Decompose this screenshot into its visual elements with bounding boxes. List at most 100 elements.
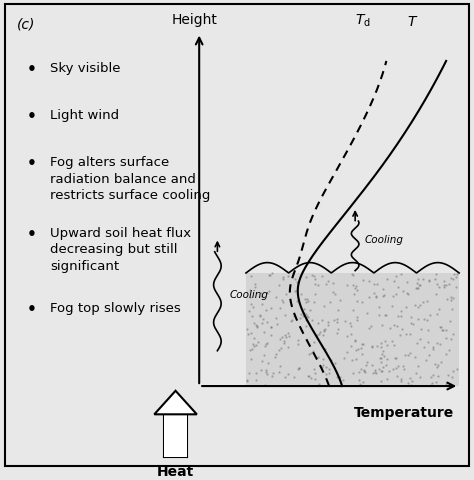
Point [244, 376, 251, 384]
Point [420, 343, 428, 351]
Point [447, 293, 455, 301]
Point [373, 293, 380, 300]
Point [426, 312, 434, 319]
Point [314, 320, 322, 327]
Point [253, 324, 261, 331]
Point [293, 297, 301, 305]
Point [262, 307, 270, 314]
Point [372, 369, 379, 376]
Point [347, 343, 355, 350]
Text: Height: Height [172, 12, 218, 26]
Point [351, 337, 359, 345]
Point [265, 271, 273, 279]
Point [364, 359, 371, 366]
Point [419, 298, 427, 306]
Point [293, 286, 301, 294]
Point [398, 325, 406, 333]
Point [379, 293, 387, 300]
Text: Upward soil heat flux
decreasing but still
significant: Upward soil heat flux decreasing but sti… [50, 227, 191, 272]
Point [319, 273, 326, 281]
Point [437, 359, 445, 366]
Point [343, 333, 351, 340]
Point [413, 284, 421, 292]
Point [262, 343, 269, 350]
Point [399, 362, 406, 370]
Point [282, 291, 290, 299]
Point [412, 370, 420, 377]
Point [408, 319, 415, 327]
Point [319, 355, 327, 363]
Point [309, 316, 316, 324]
Point [325, 365, 332, 373]
Point [249, 304, 256, 312]
Point [446, 318, 453, 325]
Point [318, 364, 326, 372]
Point [275, 281, 283, 289]
Point [330, 316, 337, 324]
Point [309, 348, 317, 355]
Point [377, 343, 385, 351]
Point [290, 373, 298, 381]
Point [266, 272, 274, 279]
Point [284, 370, 292, 378]
Point [379, 347, 387, 355]
Point [359, 378, 367, 385]
Point [335, 325, 342, 333]
Point [434, 362, 442, 370]
Point [263, 340, 271, 348]
Polygon shape [164, 414, 187, 457]
Point [288, 317, 296, 324]
Point [269, 370, 277, 377]
Text: Heat: Heat [157, 464, 194, 478]
Point [431, 360, 439, 368]
Point [406, 350, 414, 358]
Point [427, 373, 435, 381]
Point [252, 369, 260, 377]
Point [318, 317, 326, 324]
Point [373, 293, 380, 301]
Point [251, 283, 258, 291]
Point [306, 307, 314, 314]
Point [333, 315, 341, 323]
Point [445, 280, 452, 288]
Point [307, 349, 315, 357]
Point [302, 322, 310, 330]
Point [404, 290, 411, 298]
Point [277, 362, 284, 370]
Point [425, 277, 433, 285]
Point [412, 354, 419, 361]
Point [250, 342, 258, 349]
Point [319, 332, 327, 339]
Point [247, 301, 255, 309]
Point [255, 338, 262, 346]
Point [291, 312, 298, 320]
Point [320, 328, 328, 336]
Point [391, 321, 398, 329]
Point [340, 354, 347, 362]
Point [433, 363, 441, 371]
Point [352, 346, 360, 354]
Point [256, 312, 264, 319]
Point [425, 276, 432, 284]
Point [268, 373, 276, 381]
Point [351, 290, 358, 298]
Point [260, 351, 268, 359]
Point [311, 369, 319, 377]
Point [452, 284, 460, 291]
Point [280, 340, 288, 348]
Point [392, 364, 400, 372]
Point [383, 361, 390, 369]
Point [445, 371, 452, 379]
Point [322, 371, 329, 378]
Point [311, 281, 319, 288]
Point [404, 351, 412, 359]
Point [355, 368, 363, 376]
Point [442, 335, 450, 342]
Point [440, 284, 448, 292]
Point [397, 307, 404, 315]
Point [275, 368, 283, 376]
Point [420, 316, 428, 324]
Point [284, 273, 292, 281]
Point [349, 281, 357, 289]
Point [449, 275, 456, 283]
